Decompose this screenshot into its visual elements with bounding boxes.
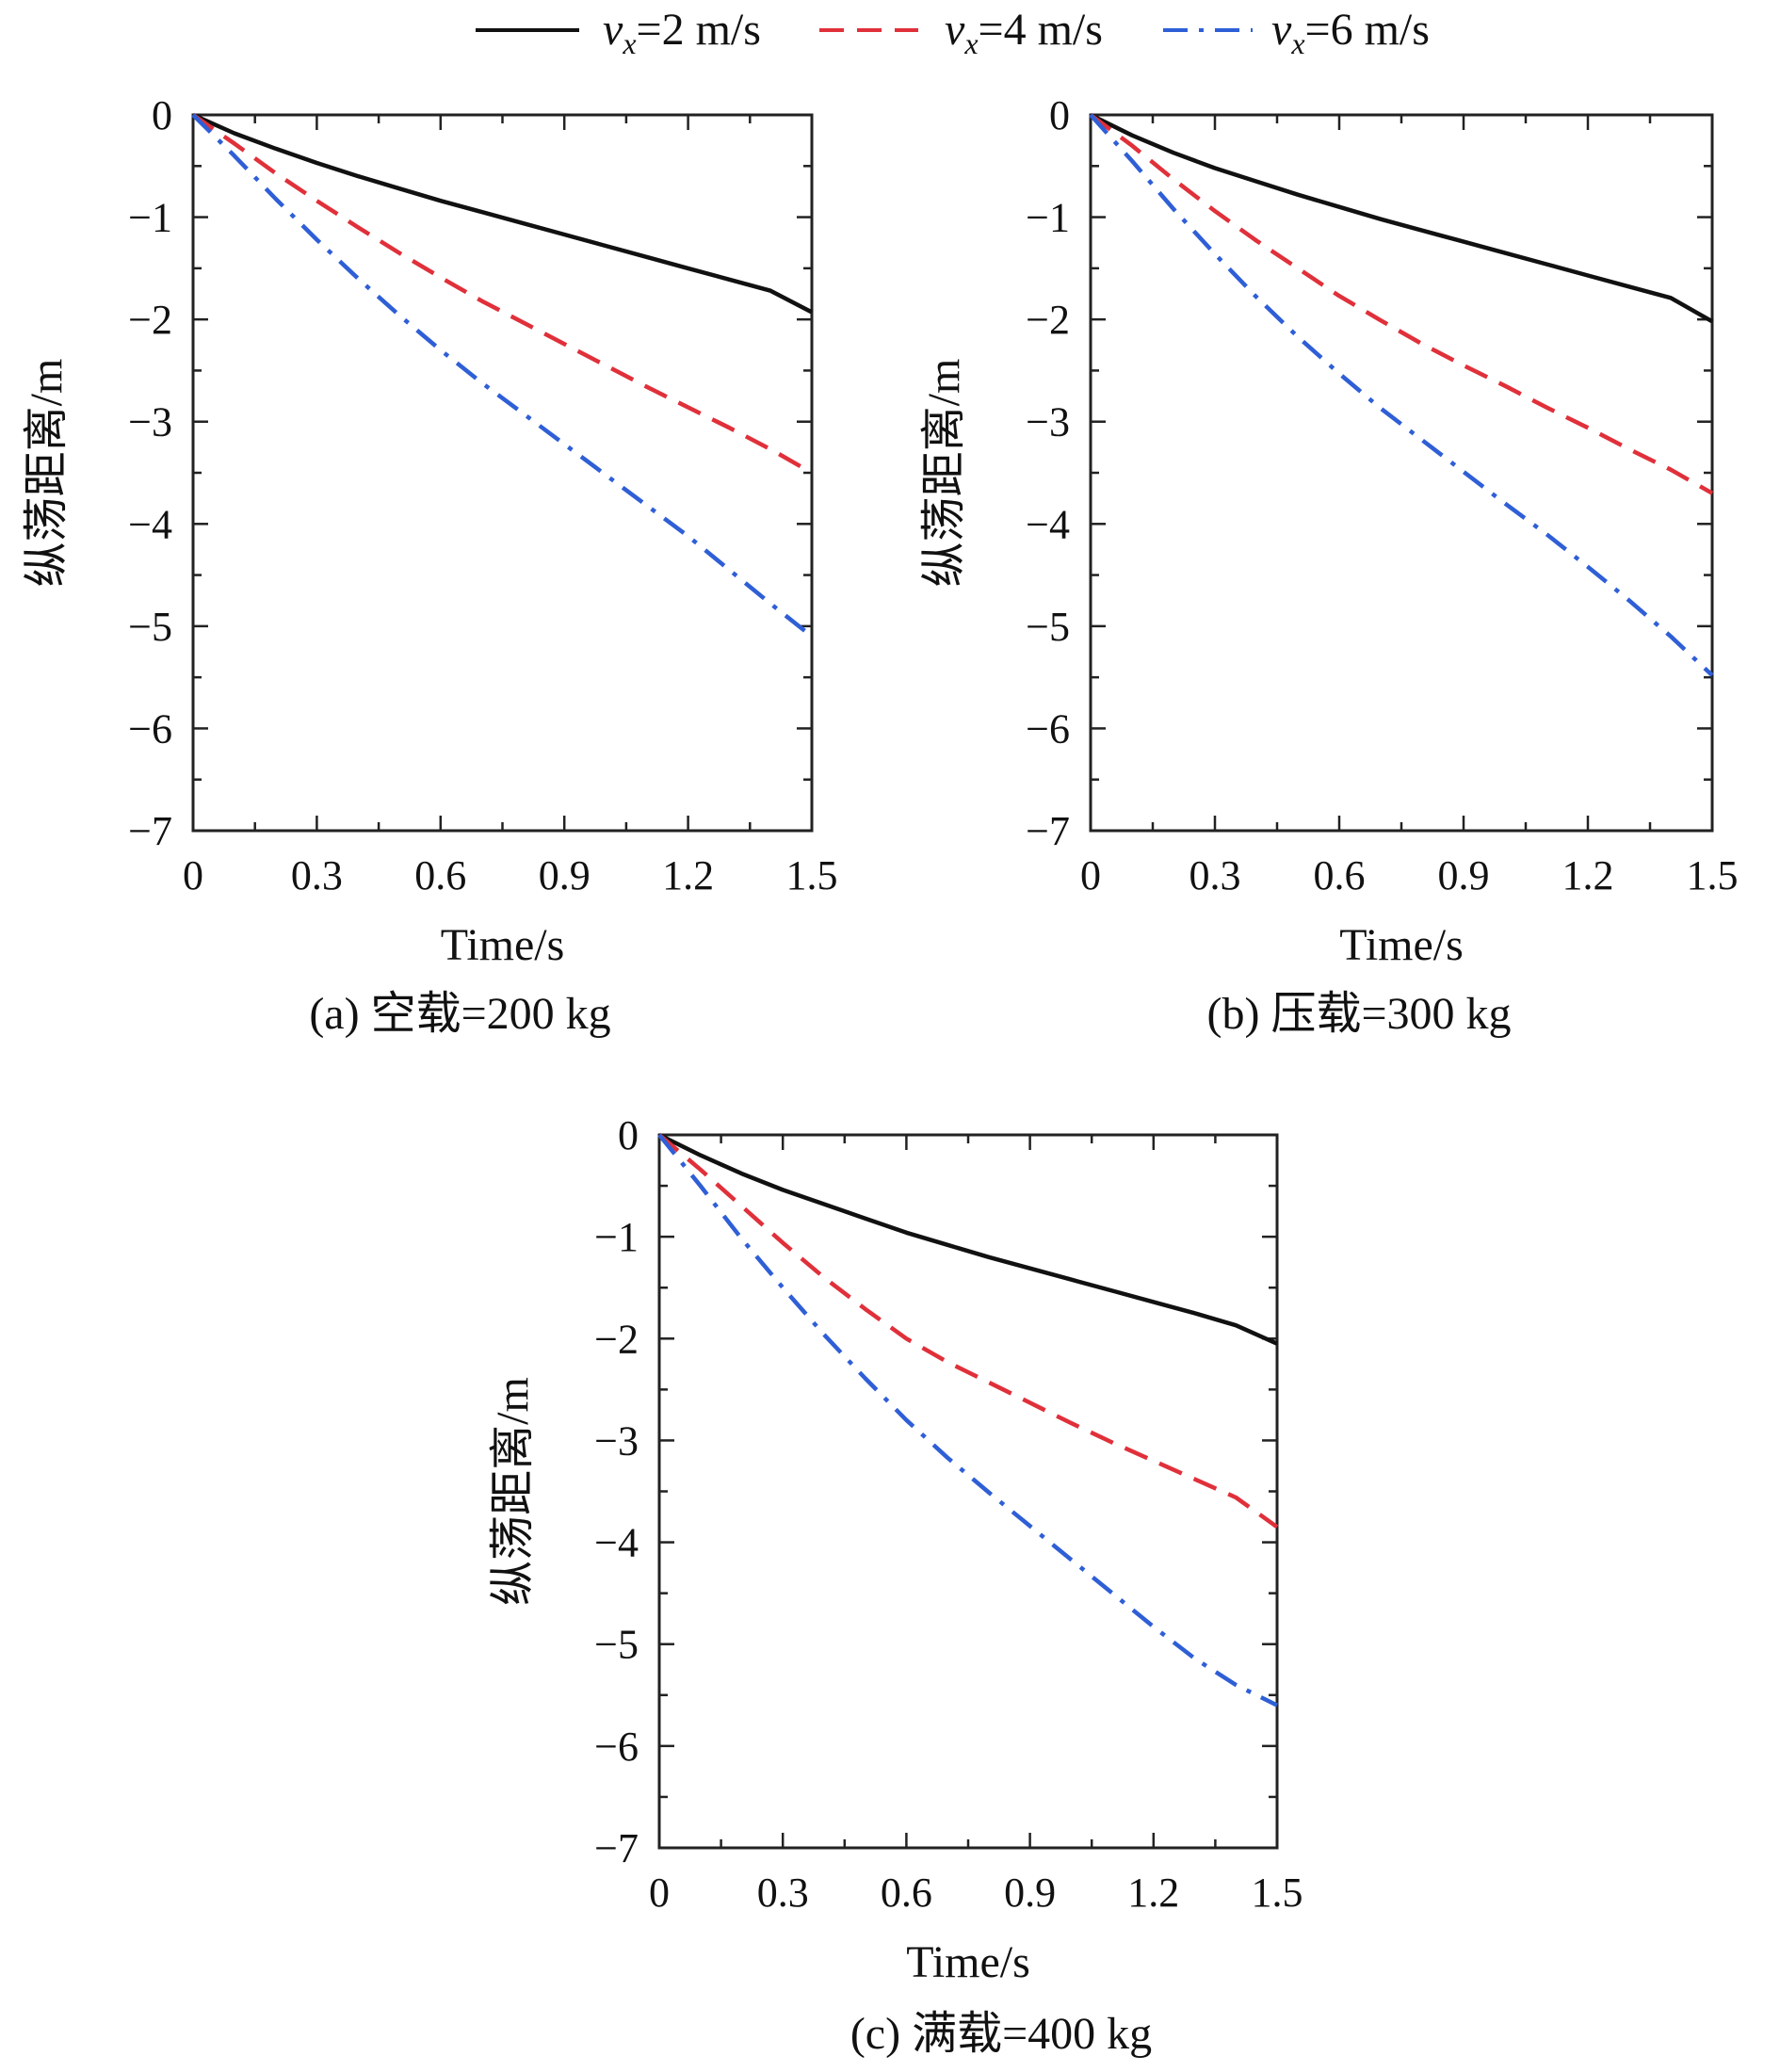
y-tick-label: −3 — [594, 1417, 639, 1464]
x-axis-title: Time/s — [441, 920, 565, 970]
x-tick-label: 0.9 — [539, 852, 591, 898]
legend-label: vx=6 m/s — [1271, 5, 1430, 60]
x-tick-label: 0.9 — [1438, 852, 1490, 898]
y-tick-label: −3 — [128, 399, 172, 445]
x-tick-label: 0.6 — [1314, 852, 1366, 898]
y-tick-label: 0 — [618, 1112, 639, 1158]
x-tick-label: 1.2 — [1127, 1870, 1179, 1916]
series-line-2 — [1089, 113, 1714, 495]
series-line-1 — [1090, 112, 1714, 324]
x-tick-label: 0.3 — [1189, 852, 1241, 898]
x-tick-label: 0.6 — [881, 1870, 932, 1916]
y-tick-label: −7 — [128, 808, 172, 854]
y-tick-label: 0 — [152, 92, 172, 138]
x-tick-label: 1.2 — [1562, 852, 1614, 898]
x-tick-label: 0.6 — [414, 852, 466, 898]
chart-panels: 0 0.3 0.6 0.9 1.2 1.5 0 −1 −2 −3 −4 −5 −6 −7 Time/s 纵荡距… — [22, 92, 1739, 2059]
x-axis-title: Time/s — [906, 1937, 1030, 1987]
y-tick-label: −6 — [594, 1724, 639, 1770]
y-tick-label: −1 — [1026, 195, 1070, 241]
y-tick-label: −6 — [1026, 705, 1070, 752]
x-tick-label: 0.3 — [291, 852, 343, 898]
legend-value: =4 m/s — [979, 5, 1103, 55]
legend-subscript: x — [622, 26, 636, 60]
series-line-2 — [657, 1133, 1279, 1530]
legend-value: =2 m/s — [637, 5, 761, 55]
legend-symbol: v — [603, 5, 623, 55]
chart-panel-a: 0 0.3 0.6 0.9 1.2 1.5 0 −1 −2 −3 −4 −5 −6 −7 Time/s 纵荡距… — [22, 92, 838, 1039]
y-tick-label: −4 — [128, 501, 172, 547]
y-tick-label: 0 — [1049, 92, 1070, 138]
chart-panel-b: 0 0.3 0.6 0.9 1.2 1.5 0 −1 −2 −3 −4 −5 −6 −7 Time/s 纵荡距… — [919, 92, 1739, 1039]
y-axis-title: 纵荡距离/m — [22, 359, 72, 588]
legend-value: =6 m/s — [1305, 5, 1430, 55]
y-tick-label: −1 — [594, 1214, 639, 1260]
series-line-3 — [657, 1133, 1278, 1708]
y-tick-label: −5 — [1026, 604, 1070, 650]
series-line-3 — [191, 113, 814, 639]
y-tick-label: −6 — [128, 705, 172, 752]
y-tick-label: −2 — [128, 297, 172, 343]
y-tick-label: −4 — [594, 1520, 639, 1566]
y-axis-title: 纵荡距离/m — [488, 1377, 538, 1606]
legend-entry-1: vx=2 m/s — [476, 5, 761, 60]
plot-frame — [657, 1133, 1279, 1850]
y-tick-label: −5 — [594, 1622, 639, 1668]
x-tick-label: 0.9 — [1004, 1870, 1056, 1916]
series-line-1 — [658, 1132, 1278, 1346]
legend-entry-2: vx=4 m/s — [819, 5, 1103, 60]
legend-label: vx=2 m/s — [603, 5, 761, 60]
x-axis-title: Time/s — [1339, 920, 1464, 970]
series-line-1 — [192, 112, 814, 315]
x-tick-label: 1.5 — [1252, 1870, 1303, 1916]
legend-symbol: v — [945, 5, 965, 55]
y-tick-label: −2 — [594, 1316, 639, 1362]
legend-symbol: v — [1271, 5, 1292, 55]
legend-entry-3: vx=6 m/s — [1163, 5, 1430, 60]
x-tick-label: 1.2 — [662, 852, 714, 898]
panel-caption: (a) 空载=200 kg — [309, 989, 610, 1039]
legend-subscript: x — [963, 26, 978, 60]
y-tick-label: −3 — [1026, 399, 1070, 445]
panel-caption: (c) 满载=400 kg — [850, 2009, 1152, 2059]
x-tick-label: 1.5 — [1687, 852, 1739, 898]
legend-label: vx=4 m/s — [945, 5, 1103, 60]
x-tick-label: 0.3 — [757, 1870, 809, 1916]
y-tick-label: −7 — [594, 1825, 639, 1871]
panel-caption: (b) 压载=300 kg — [1206, 989, 1511, 1039]
y-tick-label: −2 — [1026, 297, 1070, 343]
legend-subscript: x — [1290, 26, 1304, 60]
x-tick-label: 1.5 — [786, 852, 838, 898]
y-tick-label: −1 — [128, 195, 172, 241]
series-line-3 — [1089, 113, 1714, 677]
chart-panel-c: 0 0.3 0.6 0.9 1.2 1.5 0 −1 −2 −3 −4 −5 −6 −7 Time/s 纵荡距… — [488, 1112, 1303, 2059]
plot-frame — [191, 113, 814, 833]
series-line-2 — [191, 113, 814, 475]
y-tick-label: −7 — [1026, 808, 1070, 854]
x-tick-label: 0 — [183, 852, 203, 898]
x-tick-label: 0 — [1080, 852, 1101, 898]
legend: vx=2 m/s vx=4 m/s vx=6 m/s — [476, 5, 1430, 60]
y-tick-label: −5 — [128, 604, 172, 650]
y-tick-label: −4 — [1026, 501, 1070, 547]
x-tick-label: 0 — [649, 1870, 670, 1916]
y-axis-title: 纵荡距离/m — [919, 359, 969, 588]
